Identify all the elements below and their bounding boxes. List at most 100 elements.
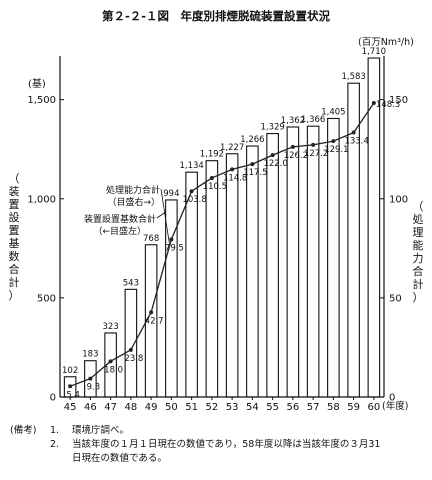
bar [205,160,219,398]
svg-text:（: （ [413,200,424,213]
capacity-point [311,142,316,147]
capacity-point [149,310,154,315]
line-annotation-leader [160,188,170,244]
y-left-tick-label: 1,000 [27,194,56,205]
y-right-tick-label: 100 [389,194,408,205]
x-tick-label: 48 [125,402,138,413]
capacity-point [230,167,235,172]
capacity-value-label: 103.8 [182,195,206,205]
bar [246,145,259,398]
note-text: 環境庁調べ。 [72,425,130,436]
y-left-tick-label: 1,500 [27,95,56,106]
x-tick-label: 54 [246,402,259,413]
bar-value-label: 1,329 [260,123,284,133]
bar [306,125,320,398]
x-tick-label: 49 [145,402,158,413]
svg-text:理: 理 [413,226,424,239]
capacity-point [270,153,275,158]
note-number: 1. [50,425,60,436]
bar [185,171,198,398]
x-tick-label: 55 [266,402,279,413]
y-left-tick-label: 500 [37,293,56,304]
x-tick-label: 47 [104,402,117,413]
bar-value-label: 543 [123,278,139,288]
bar [266,132,279,398]
x-tick-label: 51 [185,402,198,413]
x-unit: (年度) [382,400,408,412]
svg-text:（: （ [9,172,20,185]
svg-text:計: 計 [9,275,20,289]
bar [286,126,300,398]
bar-value-label: 994 [163,189,179,199]
bar-value-label: 1,362 [281,116,305,126]
svg-text:数: 数 [9,250,20,263]
svg-text:能: 能 [413,238,424,252]
bar-value-label: 102 [62,366,78,376]
capacity-point [169,237,174,242]
capacity-point [290,144,295,149]
svg-text:合: 合 [413,264,424,278]
capacity-value-label: 110.5 [203,182,227,192]
y-right-tick-label: 50 [389,293,402,304]
x-tick-label: 56 [287,402,300,413]
svg-text:基: 基 [9,237,20,250]
bar-value-label: 1,710 [362,47,386,57]
bar [327,117,340,398]
capacity-value-label: 114.8 [223,173,247,183]
y-left-label: （装置設置基数合計） [9,172,20,302]
capacity-value-label: 5.4 [66,390,80,400]
capacity-value-label: 122.0 [263,159,287,169]
svg-text:計: 計 [413,277,424,291]
capacity-value-label: 127.2 [304,149,328,159]
x-tick-label: 57 [307,402,320,413]
bar-value-label: 1,192 [200,150,224,160]
bar-value-label: 1,583 [341,72,365,82]
capacity-value-label: 79.5 [165,243,184,253]
capacity-point [88,376,93,381]
capacity-point [250,162,255,167]
capacity-value-label: 126.2 [284,151,308,161]
x-tick-label: 53 [226,402,239,413]
x-tick-label: 59 [347,402,360,413]
x-tick-label: 58 [327,402,340,413]
x-tick-label: 46 [84,402,97,413]
svg-text:）: ） [9,289,20,302]
svg-text:装: 装 [9,185,20,198]
capacity-value-label: 9.3 [87,383,101,393]
bar-value-label: 1,405 [321,107,345,117]
bar [347,82,360,398]
bar-value-label: 323 [103,322,119,332]
bar-value-label: 1,366 [301,115,325,125]
y-left-tick-label: 0 [50,393,56,404]
capacity-point [128,347,133,352]
svg-text:置: 置 [9,198,20,211]
svg-text:置: 置 [9,224,20,237]
capacity-point [209,175,214,180]
capacity-value-label: 148.3 [376,100,400,110]
y-right-unit: (百万Nm³/h) [358,37,414,48]
capacity-point [371,101,376,106]
x-tick-label: 45 [64,402,77,413]
notes-prefix: (備考) [10,425,37,436]
bar [225,153,239,398]
capacity-point [189,189,194,194]
line-annotation: 処理能力合計 [106,184,160,196]
svg-text:設: 設 [9,210,20,224]
capacity-value-label: 23.8 [124,354,143,364]
bar-annotation-leader [156,211,166,219]
bar-value-label: 1,227 [220,143,244,153]
note-continuation: 日現在の数値である。 [72,453,167,464]
capacity-point [68,384,73,389]
x-tick-label: 60 [368,402,381,413]
svg-text:）: ） [413,291,424,304]
bar-annotation: （←目盛左） [93,225,146,237]
bar-value-label: 1,266 [240,135,264,145]
bar-annotation: 装置設置基数合計 [84,213,156,225]
y-left-unit: (基) [28,77,46,90]
capacity-value-label: 129.1 [324,145,348,155]
note-text: 当該年度の１月１日現在の数値であり，58年度以降は当該年度の３月31 [72,439,381,450]
chart-title: 第２-２-１図 年度別排煙脱硫装置設置状況 [102,9,331,23]
bar-value-label: 1,134 [179,161,203,171]
line-annotation: （目盛右→） [107,196,160,208]
